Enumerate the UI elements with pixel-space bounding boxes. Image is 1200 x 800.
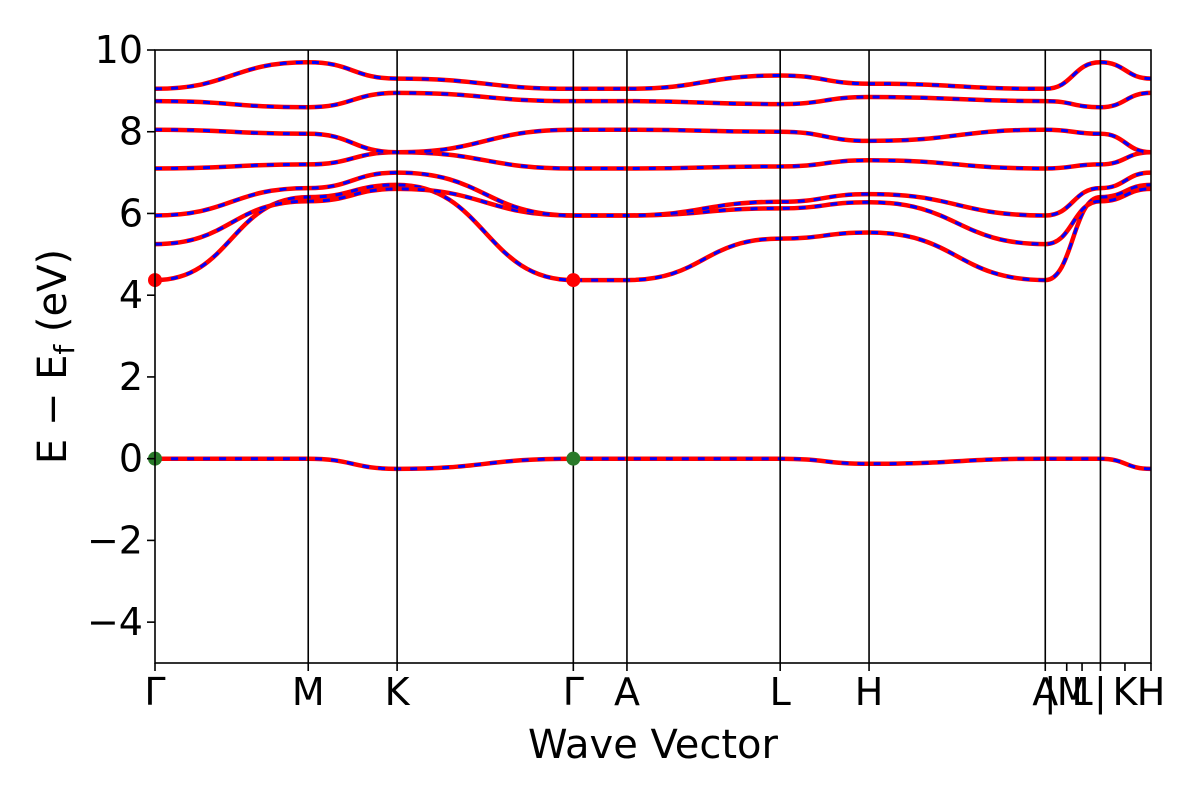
- x-tick-label: |: [1094, 670, 1107, 715]
- y-ticks: −4 −2 0 2 4 6 8 10: [87, 28, 155, 644]
- band-line-dashed: [155, 171, 1151, 218]
- x-tick-label: K: [385, 670, 411, 714]
- kpoint-lines: [307, 50, 1102, 663]
- y-tick-label: 6: [119, 191, 143, 235]
- band-series: [155, 60, 1151, 92]
- y-axis-title-main: E − E: [30, 355, 76, 465]
- x-tick-label: M: [292, 670, 325, 714]
- y-axis-title-unit: (eV): [30, 249, 76, 345]
- x-tick-label: |M: [1044, 670, 1090, 715]
- y-tick-label: 0: [119, 437, 143, 481]
- band-line: [155, 60, 1151, 92]
- band-line: [155, 149, 1151, 171]
- plot-area: [155, 60, 1151, 472]
- extremum-marker: [566, 273, 581, 288]
- plot-frame: [154, 49, 1152, 664]
- x-tick-label: L: [770, 670, 791, 714]
- y-tick-label: 10: [95, 28, 143, 72]
- x-tick-label: H: [1137, 670, 1166, 714]
- y-tick-label: −2: [87, 518, 143, 562]
- band-line-dashed: [155, 128, 1151, 154]
- band-series: [155, 90, 1151, 110]
- y-axis-title-sub: f: [48, 344, 81, 355]
- x-tick-label: K: [1112, 670, 1138, 714]
- x-tick-label: Γ: [144, 670, 165, 714]
- extrema-markers: [148, 273, 581, 466]
- band-series: [155, 127, 1151, 155]
- band-series: [155, 182, 1151, 283]
- band-line: [155, 90, 1151, 110]
- y-tick-label: 4: [119, 273, 143, 317]
- x-tick-label: A: [614, 670, 640, 714]
- extremum-marker: [566, 451, 581, 466]
- band-line: [155, 170, 1151, 218]
- x-tick-label: Γ: [563, 670, 584, 714]
- y-axis-title: E − Ef (eV): [30, 249, 81, 464]
- x-tick-label: H: [855, 670, 884, 714]
- x-axis-title: Wave Vector: [528, 722, 779, 768]
- band-line-dashed: [155, 183, 1151, 282]
- y-tick-label: −4: [87, 600, 143, 644]
- band-series: [155, 456, 1151, 472]
- y-tick-label: 8: [119, 110, 143, 154]
- x-ticks: Γ M K Γ A L H A|ML | K H: [144, 663, 1165, 715]
- x-tick-label: A: [1032, 670, 1058, 714]
- band-series: [155, 170, 1151, 218]
- band-series: [155, 149, 1151, 171]
- x-tick-label: L: [1071, 670, 1092, 714]
- band-line-dashed: [155, 60, 1151, 91]
- y-tick-label: 2: [119, 355, 143, 399]
